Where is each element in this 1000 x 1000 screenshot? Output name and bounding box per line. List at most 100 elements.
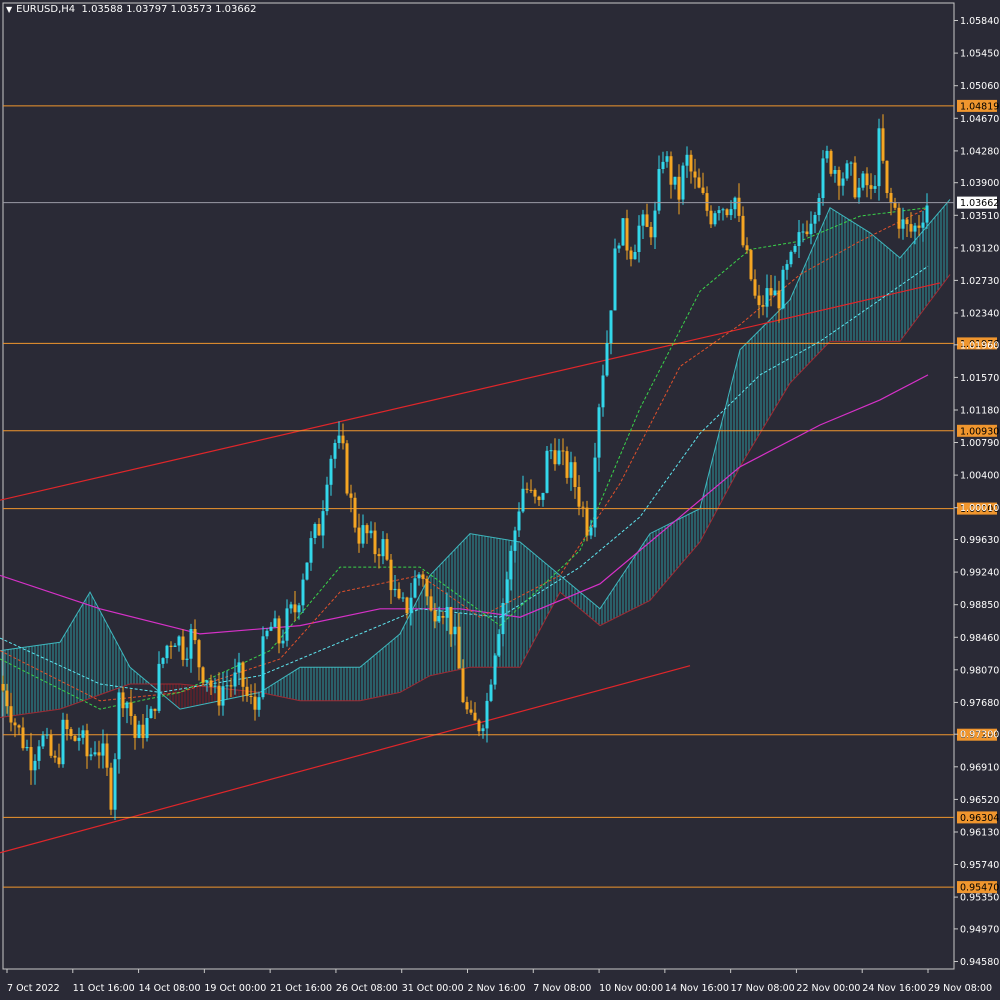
candle-body [181,636,185,660]
candle-body [397,588,401,599]
candle-body [205,680,209,683]
candle-body [773,290,777,296]
candle-body [437,616,441,622]
candle-body [849,162,853,164]
time-tick-label: 2 Nov 16:00 [468,983,526,994]
price-tick-label: 1.05840 [960,16,999,27]
candle-body [173,645,177,647]
candle-body [593,457,597,528]
candle-body [873,186,877,189]
level-label-bg [957,502,997,515]
candle-body [857,187,861,198]
price-tick-label: 0.99630 [960,535,999,546]
candle-body [641,214,645,226]
candle-body [897,207,901,229]
ichimoku-cloud [0,199,951,718]
candle-body [469,709,473,713]
price-tick-label: 1.00400 [960,471,999,482]
candle-body [613,248,617,311]
price-tick-label: 1.04670 [960,114,999,125]
candle-body [421,574,425,579]
candles [1,114,929,820]
candle-body [53,755,57,758]
candle-body [665,156,669,162]
candle-body [157,663,161,711]
candle-body [761,305,765,307]
price-tick-label: 1.02340 [960,309,999,320]
plot-frame [2,2,955,970]
candle-body [29,747,33,771]
ohlc-values: 1.03588 1.03797 1.03573 1.03662 [81,4,257,15]
candle-body [705,193,709,211]
candle-body [5,690,9,707]
trendline [0,282,941,501]
candle-body [865,173,869,186]
candle-body [785,264,789,270]
candle-body [309,538,313,563]
candle-body [461,668,465,703]
candle-body [373,530,377,555]
candle-body [297,605,301,613]
price-tick-label: 1.01960 [960,340,999,351]
candle-body [121,692,125,709]
candle-body [553,450,557,465]
candle-body [605,343,609,376]
candle-body [637,225,641,252]
level-label-bg [957,424,997,437]
candle-body [33,760,37,771]
candle-body [217,685,221,706]
candle-body [841,178,845,186]
candle-body [701,187,705,193]
candle-body [385,539,389,560]
candle-body [801,231,805,233]
candle-body [141,724,145,738]
candle-body [265,630,269,637]
price-tick-label: 0.96520 [960,795,999,806]
candle-body [49,734,53,756]
level-label-bg [957,337,997,350]
ma-green [0,207,929,710]
price-tick-label: 0.98070 [960,665,999,676]
candle-body [621,218,625,246]
candle-body [389,559,393,591]
candle-body [213,685,217,687]
candle-body [57,757,61,765]
level-label: 1.04819 [960,101,999,112]
candle-body [425,578,429,597]
candle-body [125,702,129,709]
candle-body [441,616,445,618]
candle-body [893,202,897,208]
time-tick-label: 26 Oct 08:00 [336,983,398,994]
candle-body [13,722,17,726]
level-label: 1.00930 [960,426,999,437]
candle-body [453,626,457,635]
candle-body [325,484,329,512]
level-label: 1.00000 [960,504,999,515]
candle-body [569,462,573,478]
candle-body [877,128,881,187]
candle-body [765,288,769,307]
trendlines [0,282,941,854]
price-tick-label: 1.05060 [960,81,999,92]
candle-body [257,697,261,710]
price-tick-label: 0.99240 [960,568,999,579]
time-tick-label: 7 Oct 2022 [7,983,60,994]
candle-body [41,735,45,747]
dropdown-triangle-icon[interactable]: ▼ [6,5,13,14]
candle-body [65,719,69,730]
candle-body [717,210,721,214]
candle-body [533,489,537,497]
candle-body [413,578,417,598]
candle-body [573,462,577,487]
candle-body [289,604,293,609]
candle-body [229,685,233,687]
time-tick-label: 19 Oct 00:00 [204,983,266,994]
candle-body [21,727,25,749]
candle-body [505,579,509,604]
candle-body [537,496,541,500]
candle-body [225,685,229,687]
candle-body [905,219,909,225]
candle-body [337,435,341,443]
time-tick-label: 22 Nov 00:00 [796,983,860,994]
